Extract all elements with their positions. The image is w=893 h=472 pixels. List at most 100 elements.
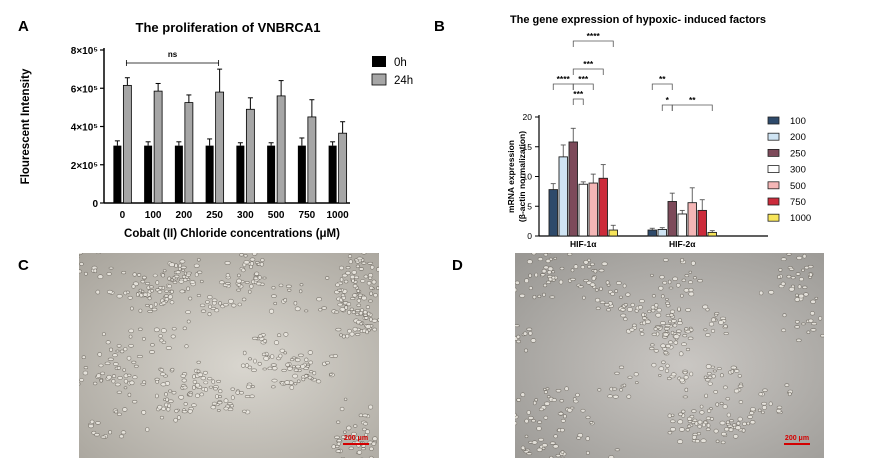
cell [230,395,235,401]
cell [116,390,123,394]
cell [777,274,781,280]
cell [575,392,580,398]
cell [351,431,357,437]
cell [682,333,688,338]
cell [547,270,552,275]
cell [187,409,193,414]
cell [160,382,167,387]
cell [79,254,81,259]
cell [604,303,610,307]
cell [737,416,743,422]
cell [649,346,655,351]
cell [204,387,209,392]
cell [356,303,362,307]
micrograph-d-image [515,253,824,458]
cell [355,264,360,268]
cell [527,415,534,420]
cell [116,366,122,370]
cell [582,295,586,300]
cell [167,403,172,409]
cell [711,374,716,379]
cell [761,405,767,410]
cell [236,283,242,287]
cell [290,358,295,362]
cell [325,276,330,280]
cell [349,274,356,280]
cell [664,368,670,374]
chart-b-legend-swatch [767,116,780,125]
cell [165,346,172,351]
cell [677,439,684,444]
cell [251,253,258,256]
cell [663,350,669,355]
cell [236,288,241,292]
cell [564,386,569,391]
cell [304,357,309,363]
cell [127,392,132,397]
cell [112,353,118,358]
cell [97,352,103,357]
chart-a-bar-0h [205,145,214,203]
cell [537,294,542,299]
cell [241,268,246,273]
cell [79,378,85,382]
cell [362,421,368,426]
chart-a-x-tick-label: 750 [299,210,316,221]
cell [159,372,166,376]
cell [537,420,543,424]
cell [678,427,685,432]
cell [205,300,210,304]
cell [546,395,551,399]
cell [174,263,178,268]
cell [658,374,662,377]
cell [545,280,551,284]
chart-b-y-label: mRNA expression [506,140,516,213]
cell [545,258,551,264]
chart-a-bar-0h [174,145,183,203]
cell [551,270,556,274]
cell [279,348,286,353]
cell [633,372,639,377]
chart-b-significance-label: **** [557,74,571,84]
cell [661,360,666,365]
chart-b-legend-swatch [767,213,780,222]
cell [200,279,204,284]
cell [531,253,537,256]
cell [249,257,256,262]
cell [285,284,292,288]
cell [555,389,562,393]
cell [293,368,299,372]
cell [810,299,816,304]
cell [708,321,715,327]
cell [540,273,546,277]
chart-a-y-tick-label: 6×10⁵ [71,84,99,95]
cell [758,392,763,397]
cell [338,297,343,303]
cell [186,319,191,324]
cell [369,455,374,458]
cell [111,374,117,378]
cell [660,343,666,349]
chart-b-bar-500 [588,182,598,237]
chart-b-significance-label: * [666,95,670,105]
cell [95,421,101,425]
chart-b-title: The gene expression of hypoxic- induced … [510,14,766,26]
cell [798,277,804,282]
cell [129,380,135,386]
cell [356,256,363,261]
cell [179,289,185,294]
cell [136,273,142,277]
cell [530,338,537,343]
cell [185,310,191,315]
cell [113,410,119,414]
cell [339,406,345,412]
cell [794,293,799,297]
cell [665,301,670,305]
cell [670,309,676,314]
cell [360,308,364,313]
cell [273,301,277,306]
cell [623,303,628,307]
cell [346,425,352,431]
cell [271,378,278,383]
cell [128,344,134,348]
